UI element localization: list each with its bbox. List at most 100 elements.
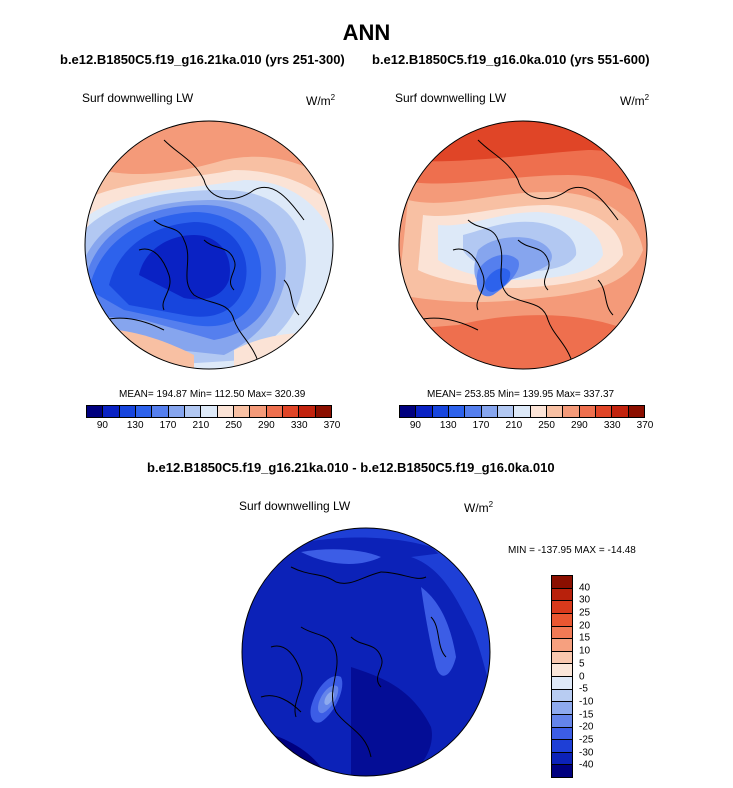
colorbar-swatch [552,626,572,640]
left-panel-case-title: b.e12.B1850C5.f19_g16.21ka.010 (yrs 251-… [60,52,345,67]
colorbar-level-label: 25 [579,607,591,619]
colorbar-swatch [552,727,572,741]
difference-units: W/m2 [464,500,494,515]
colorbar-level-label: 30 [579,594,591,606]
colorbar-swatch [400,406,417,417]
colorbar-swatch [552,601,572,614]
right-panel-field-label: Surf downwelling LW [395,91,507,105]
colorbar-swatch [448,406,466,417]
left-panel-stats: MEAN= 194.87 Min= 112.50 Max= 320.39 [119,389,306,400]
colorbar-swatch [552,702,572,715]
difference-colorbar-bar [551,575,573,778]
colorbar-swatch [552,613,572,627]
colorbar-swatch [250,406,267,417]
right-panel-case-title: b.e12.B1850C5.f19_g16.0ka.010 (yrs 551-6… [372,52,650,67]
colorbar-swatch [579,406,596,417]
colorbar-tick-label: 170 [159,420,177,431]
colorbar-swatch [552,588,572,602]
colorbar-tick-label: 90 [409,420,421,431]
colorbar-level-label: -10 [579,696,594,708]
colorbar-swatch [135,406,153,417]
colorbar-swatch [595,406,613,417]
colorbar-swatch [497,406,515,417]
right-colorbar-bar [399,405,645,418]
left-panel-field-label: Surf downwelling LW [82,91,194,105]
colorbar-tick-label: 210 [192,420,210,431]
colorbar-swatch [481,406,498,417]
difference-title: b.e12.B1850C5.f19_g16.21ka.010 - b.e12.B… [147,460,555,475]
colorbar-level-label: 5 [579,658,585,670]
colorbar-swatch [546,406,564,417]
colorbar-swatch [152,406,169,417]
right-panel-stats: MEAN= 253.85 Min= 139.95 Max= 337.37 [427,389,615,400]
colorbar-tick-label: 170 [472,420,490,431]
colorbar-swatch [563,406,580,417]
right-colorbar-ticks: 90 130 170 210 250 290 330 370 [399,418,654,432]
colorbar-level-label: 20 [579,620,591,632]
colorbar-swatch [552,765,572,777]
colorbar-tick-label: 250 [225,420,242,431]
colorbar-level-label: 40 [579,582,591,594]
colorbar-swatch [168,406,185,417]
colorbar-tick-label: 370 [323,420,341,431]
colorbar-swatch [530,406,547,417]
colorbar-swatch [552,689,572,703]
colorbar-swatch [552,752,572,766]
colorbar-level-label: -20 [579,721,594,733]
colorbar-swatch [552,664,572,677]
colorbar-swatch [103,406,120,417]
colorbar-swatch [233,406,251,417]
colorbar-swatch [416,406,433,417]
difference-field-label: Surf downwelling LW [239,499,351,513]
colorbar-swatch [184,406,202,417]
colorbar-tick-label: 330 [603,420,621,431]
colorbar-swatch [514,406,531,417]
colorbar-swatch [552,740,572,753]
colorbar-swatch [612,406,629,417]
colorbar-level-label: -15 [579,709,594,721]
difference-polar-map [241,527,491,777]
colorbar-swatch [119,406,136,417]
colorbar-swatch [465,406,482,417]
colorbar-swatch [552,576,572,589]
colorbar-swatch [432,406,449,417]
right-panel-units: W/m2 [620,93,650,108]
colorbar-level-label: -5 [579,683,588,695]
colorbar-level-label: 10 [579,645,591,657]
colorbar-swatch [299,406,316,417]
left-colorbar: 90 130 170 210 250 290 330 370 [86,405,341,432]
colorbar-tick-label: 330 [290,420,308,431]
right-colorbar: 90 130 170 210 250 290 330 370 [399,405,654,432]
difference-colorbar-labels: 40 30 25 20 15 10 5 0 -5 -10 -15 -20 -25 -30 -40 [579,575,609,778]
left-polar-map [84,120,334,370]
left-panel-units: W/m2 [306,93,336,108]
left-colorbar-bar [86,405,332,418]
left-colorbar-ticks: 90 130 170 210 250 290 330 370 [86,418,341,432]
colorbar-swatch [315,406,331,417]
colorbar-tick-label: 90 [96,420,108,431]
colorbar-tick-label: 290 [258,420,275,431]
difference-stats: MIN = -137.95 MAX = -14.48 [508,545,636,556]
difference-colorbar: 40 30 25 20 15 10 5 0 -5 -10 -15 -20 -25 -30 -40 [551,575,593,778]
colorbar-tick-label: 130 [126,420,144,431]
colorbar-tick-label: 290 [571,420,588,431]
colorbar-swatch [201,406,218,417]
colorbar-swatch [552,639,572,652]
colorbar-level-label: -30 [579,747,594,759]
colorbar-swatch [552,714,572,728]
figure-title: ANN [342,20,391,45]
colorbar-swatch [552,651,572,665]
colorbar-swatch [87,406,104,417]
colorbar-swatch [552,677,572,690]
right-polar-map [398,120,648,370]
colorbar-tick-label: 130 [439,420,457,431]
colorbar-swatch [628,406,644,417]
colorbar-level-label: 0 [579,671,585,682]
colorbar-tick-label: 250 [538,420,555,431]
colorbar-level-label: -25 [579,734,594,746]
colorbar-level-label: -40 [579,759,594,771]
colorbar-tick-label: 210 [505,420,523,431]
colorbar-swatch [217,406,234,417]
colorbar-level-label: 15 [579,632,591,644]
colorbar-swatch [266,406,283,417]
